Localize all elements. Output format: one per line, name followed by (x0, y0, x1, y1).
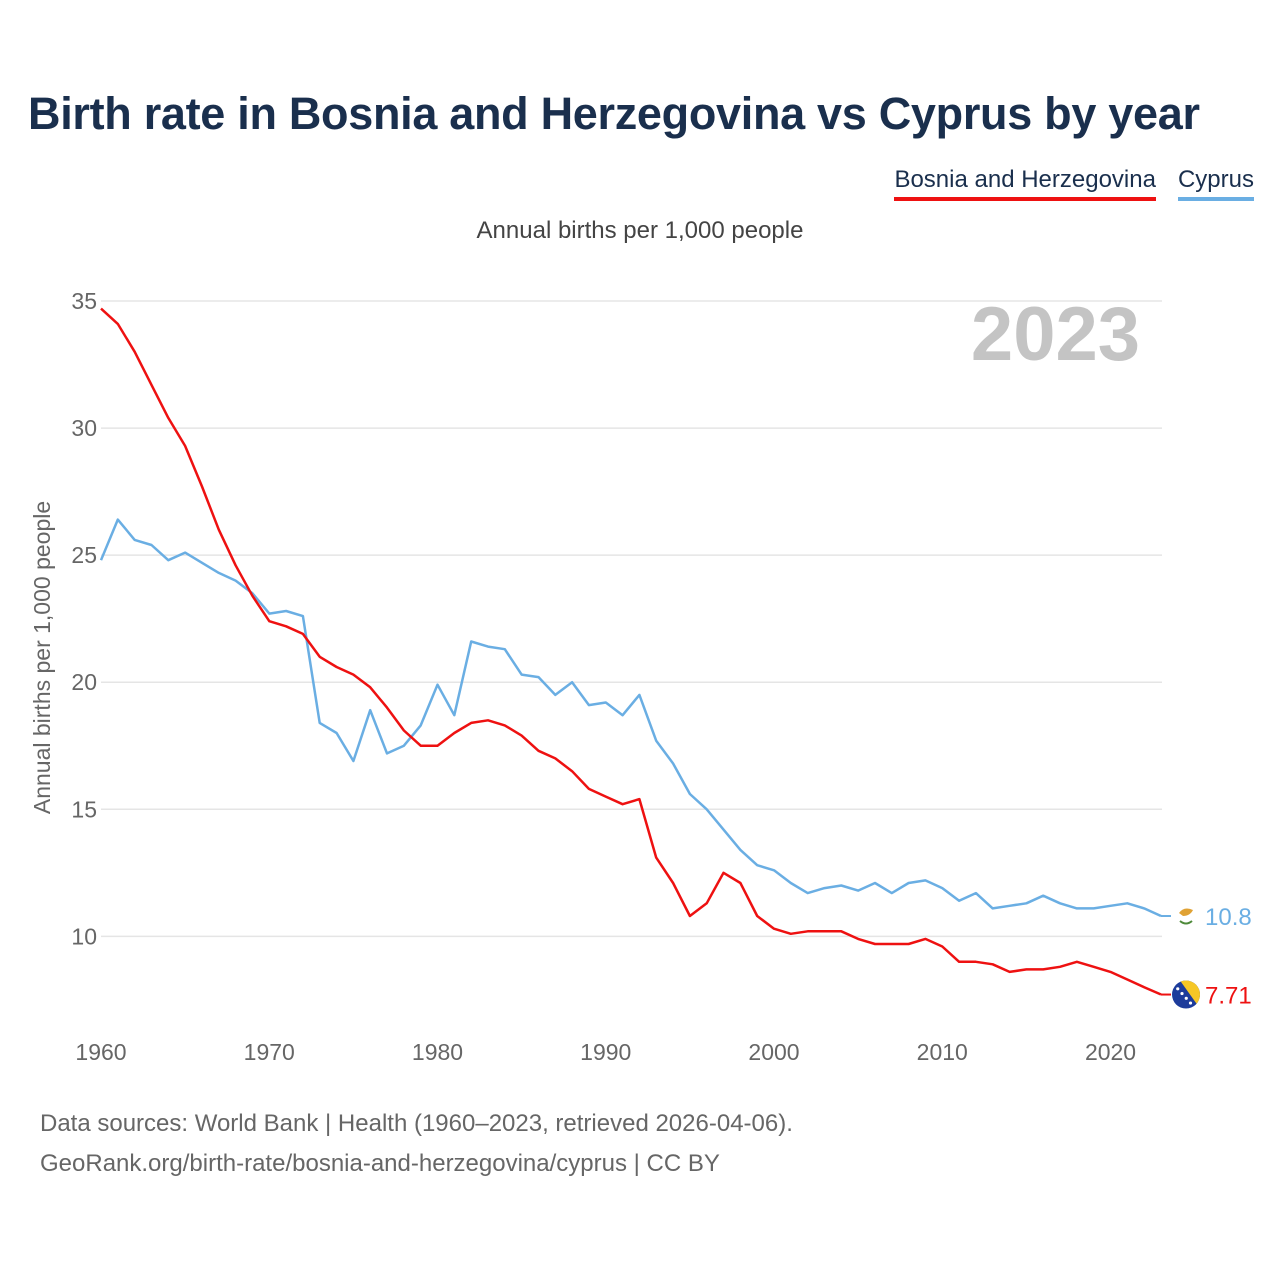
y-tick-label: 25 (71, 542, 97, 568)
line-chart: 10 15 20 25 30 35 1960 1970 1980 1990 2000 2010 2020… (29, 288, 1252, 1065)
y-tick-label: 10 (71, 923, 97, 949)
cyprus-flag-icon (1173, 903, 1199, 930)
y-tick-label: 20 (71, 669, 97, 695)
bosnia-flag-icon (1172, 980, 1200, 1009)
x-tick-label: 2010 (917, 1039, 968, 1065)
y-axis-label: Annual births per 1,000 people (29, 501, 55, 814)
end-value-label: 10.8 (1205, 904, 1252, 931)
year-watermark: 2023 (971, 292, 1140, 377)
sources-line-2: GeoRank.org/birth-rate/bosnia-and-herzeg… (40, 1150, 720, 1177)
legend-item-bosnia[interactable]: Bosnia and Herzegovina (894, 166, 1156, 201)
x-tick-label: 1960 (75, 1039, 126, 1065)
legend-item-cyprus[interactable]: Cyprus (1177, 166, 1254, 201)
x-tick-label: 2000 (748, 1039, 799, 1065)
x-tick-label: 1970 (244, 1039, 295, 1065)
y-tick-label: 15 (71, 796, 97, 822)
gridlines (101, 300, 1162, 938)
end-value-label: 7.71 (1205, 983, 1252, 1010)
y-tick-label: 35 (71, 288, 97, 314)
data-sources: Data sources: World Bank | Health (1960–… (40, 1104, 793, 1184)
x-tick-label: 1990 (580, 1039, 631, 1065)
chart-title: Birth rate in Bosnia and Herzegovina vs … (28, 88, 1200, 139)
sources-line-1: Data sources: World Bank | Health (1960–… (40, 1110, 793, 1137)
legend: Bosnia and Herzegovina Cyprus (894, 166, 1254, 201)
y-tick-label: 30 (71, 415, 97, 441)
series (99, 307, 1162, 996)
x-tick-label: 2020 (1085, 1039, 1136, 1065)
series-line-bosnia[interactable] (100, 307, 1162, 996)
chart-subtitle: Annual births per 1,000 people (476, 217, 804, 244)
axes: 10 15 20 25 30 35 1960 1970 1980 1990 2000 2010 2020… (29, 288, 1136, 1065)
series-line-cyprus[interactable] (99, 518, 1162, 918)
x-tick-label: 1980 (412, 1039, 463, 1065)
end-labels: 7.71 10.8 (1161, 903, 1252, 1010)
